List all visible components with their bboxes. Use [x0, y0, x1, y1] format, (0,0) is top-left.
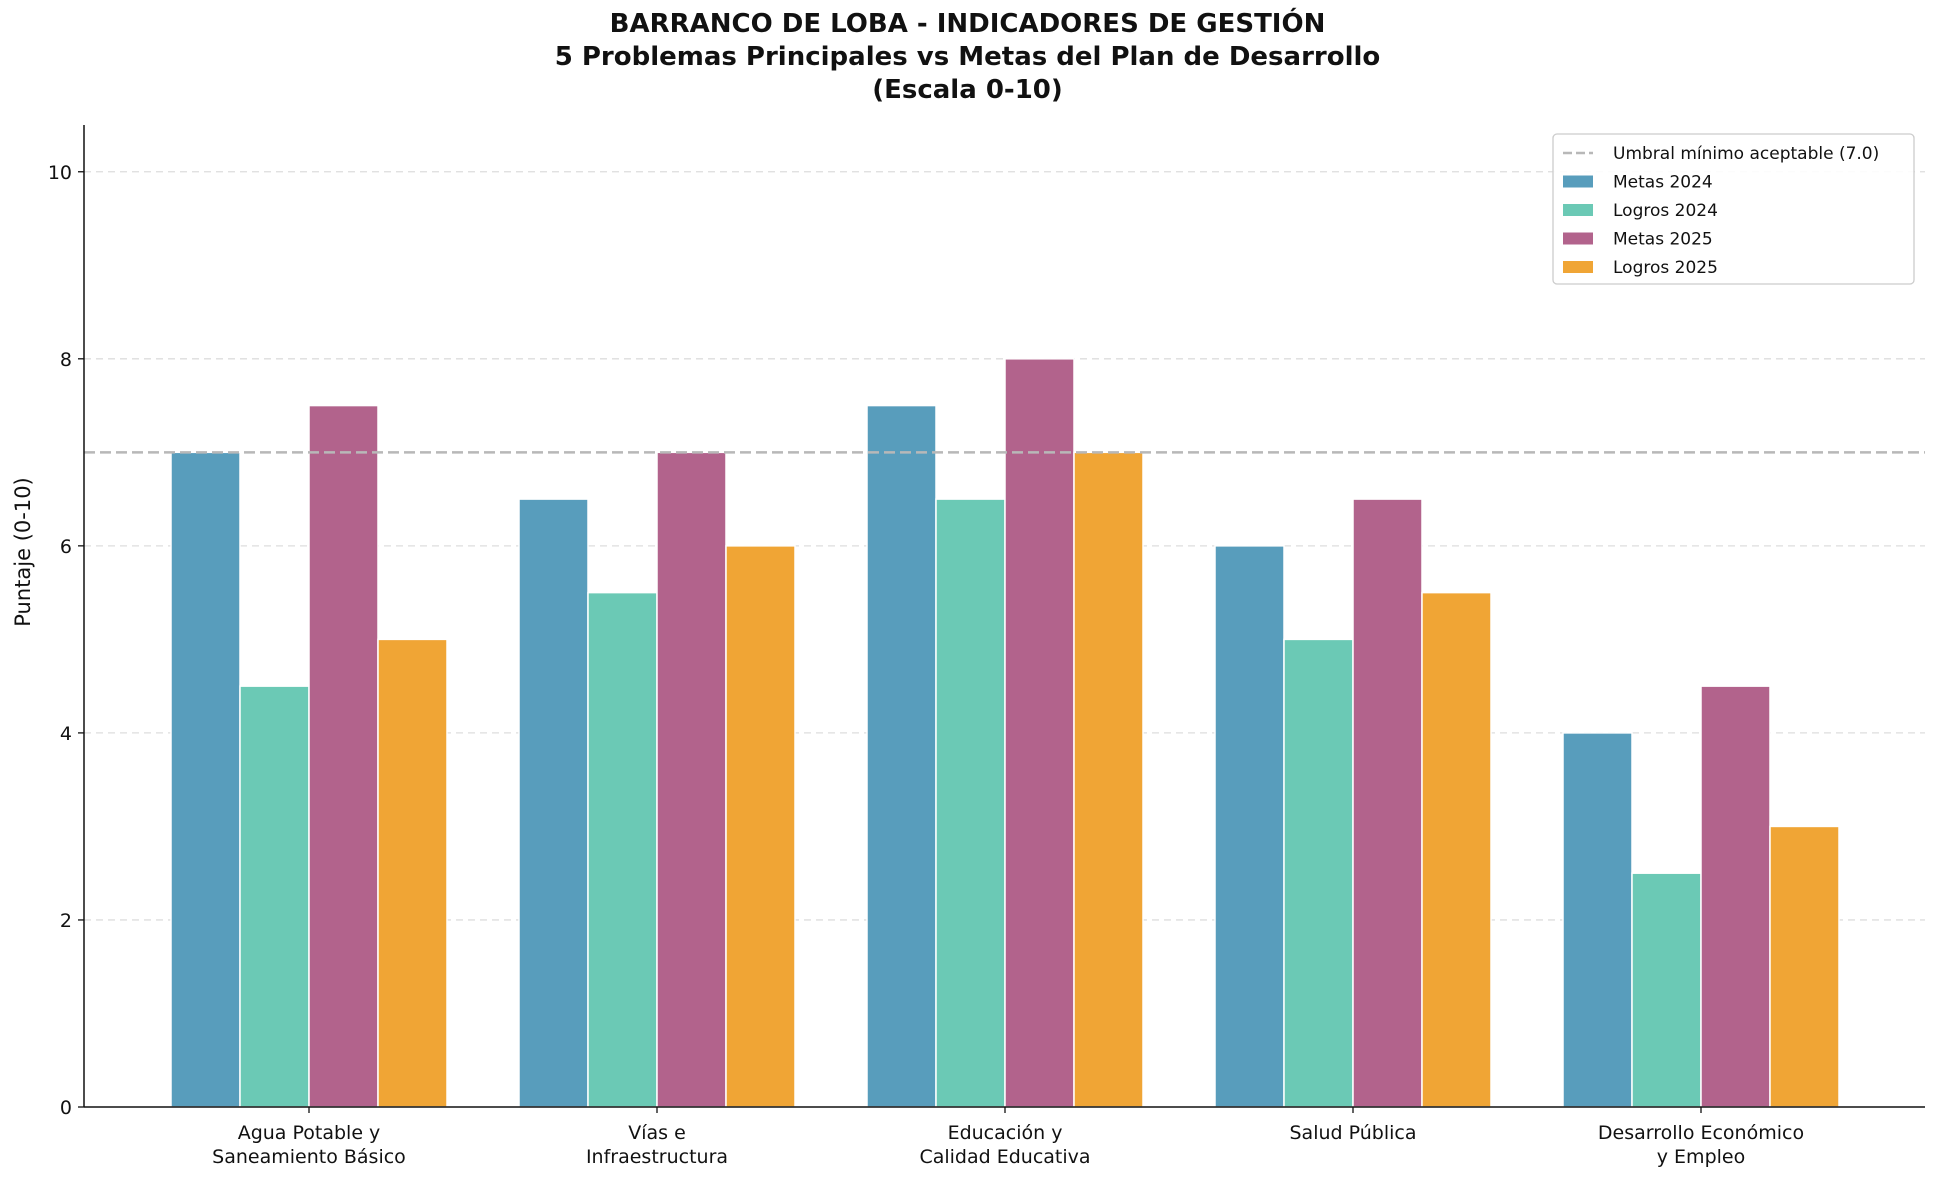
- y-tick-label: 10: [48, 162, 72, 184]
- x-tick-label: Saneamiento Básico: [212, 1146, 406, 1168]
- x-tick-label: Educación y: [948, 1122, 1063, 1144]
- legend-box: [1552, 133, 1915, 285]
- x-tick-label: Desarrollo Económico: [1598, 1122, 1804, 1144]
- bar: [1283, 638, 1354, 1108]
- bar: [725, 545, 796, 1108]
- x-tick-label: Vías e: [628, 1122, 686, 1144]
- y-tick-label: 2: [60, 910, 72, 932]
- bar: [1700, 685, 1771, 1108]
- legend-label: Logros 2025: [1613, 258, 1718, 278]
- x-tick-label: Salud Pública: [1290, 1122, 1417, 1144]
- bar: [308, 404, 379, 1108]
- y-tick-label: 4: [60, 723, 72, 745]
- bar: [377, 638, 448, 1108]
- y-tick-label: 6: [60, 536, 72, 558]
- y-axis-label: Puntaje (0-10): [11, 477, 35, 627]
- bar: [1769, 825, 1840, 1108]
- bar: [1214, 545, 1285, 1108]
- bar: [170, 451, 241, 1108]
- bar: [1004, 358, 1075, 1108]
- bar: [587, 591, 658, 1108]
- legend-label: Logros 2024: [1613, 201, 1718, 221]
- legend-label: Metas 2025: [1613, 230, 1713, 250]
- title-line-2: 5 Problemas Principales vs Metas del Pla…: [554, 42, 1381, 72]
- x-tick-label: Infraestructura: [586, 1146, 728, 1168]
- y-tick-label: 0: [60, 1097, 72, 1119]
- x-tick-label: y Empleo: [1657, 1146, 1745, 1168]
- legend-swatch: [1563, 204, 1593, 216]
- bar: [1562, 732, 1633, 1108]
- chart-title: BARRANCO DE LOBA - INDICADORES DE GESTIÓ…: [0, 8, 1935, 107]
- x-tick-label: Agua Potable y: [238, 1122, 381, 1144]
- legend-swatch: [1563, 175, 1593, 188]
- title-line-1: BARRANCO DE LOBA - INDICADORES DE GESTIÓ…: [609, 9, 1326, 39]
- legend-swatch: [1563, 261, 1593, 273]
- y-tick-label: 8: [60, 349, 72, 371]
- legend-label: Metas 2024: [1613, 173, 1713, 193]
- bar: [866, 404, 937, 1108]
- legend-swatch: [1563, 232, 1593, 245]
- bar: [1073, 451, 1144, 1108]
- bar: [239, 685, 310, 1108]
- legend: Umbral mínimo aceptable (7.0) Metas 2024 L…: [1552, 133, 1915, 285]
- legend-label: Umbral mínimo aceptable (7.0): [1613, 144, 1879, 164]
- bar: [518, 498, 589, 1108]
- title-line-3: (Escala 0-10): [872, 75, 1063, 105]
- bar: [656, 451, 727, 1108]
- x-tick-label: Calidad Educativa: [919, 1146, 1090, 1168]
- bar: [935, 498, 1006, 1108]
- bars: [170, 358, 1840, 1108]
- bar: [1421, 591, 1492, 1108]
- bar: [1631, 872, 1702, 1108]
- bar: [1352, 498, 1423, 1108]
